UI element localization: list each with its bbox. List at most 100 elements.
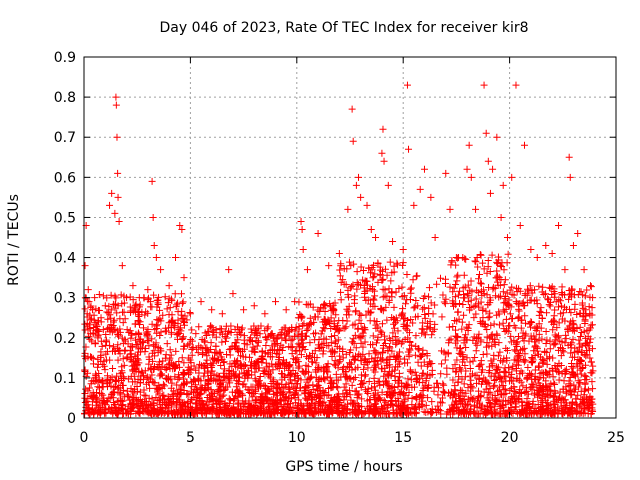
- data-point: [544, 295, 552, 303]
- data-point: [276, 397, 284, 405]
- data-point: [470, 314, 478, 322]
- data-point: [264, 386, 272, 394]
- data-point: [385, 391, 393, 399]
- data-point: [501, 385, 509, 393]
- data-point: [201, 338, 209, 346]
- data-point: [81, 326, 89, 334]
- data-point: [129, 343, 137, 351]
- data-point: [534, 350, 542, 358]
- data-point: [256, 399, 264, 407]
- data-point: [218, 310, 226, 318]
- data-point: [489, 165, 497, 173]
- data-point: [493, 133, 501, 141]
- data-point: [178, 299, 186, 307]
- data-point: [454, 308, 462, 316]
- data-point: [334, 359, 342, 367]
- data-point: [510, 356, 518, 364]
- data-point: [506, 286, 514, 294]
- data-point: [278, 361, 286, 369]
- data-point: [542, 382, 550, 390]
- data-point: [150, 399, 158, 407]
- data-point: [105, 302, 113, 310]
- data-point: [497, 213, 505, 221]
- data-point: [305, 368, 313, 376]
- data-point: [194, 388, 202, 396]
- data-point: [454, 271, 462, 279]
- data-point: [93, 389, 101, 397]
- data-point: [96, 403, 104, 411]
- data-point: [316, 395, 324, 403]
- data-point: [299, 246, 307, 254]
- data-point: [206, 407, 214, 415]
- data-point: [298, 313, 306, 321]
- data-point: [570, 388, 578, 396]
- data-point: [468, 288, 476, 296]
- data-point: [379, 348, 387, 356]
- data-point: [144, 286, 152, 294]
- data-point: [128, 331, 136, 339]
- data-point: [527, 246, 535, 254]
- data-point: [336, 326, 344, 334]
- data-point: [121, 405, 129, 413]
- data-point: [118, 363, 126, 371]
- data-point: [405, 388, 413, 396]
- data-point: [192, 366, 200, 374]
- data-point: [482, 407, 490, 415]
- data-point: [248, 338, 256, 346]
- data-point: [256, 372, 264, 380]
- data-point: [148, 303, 156, 311]
- data-point: [366, 317, 374, 325]
- data-point: [387, 397, 395, 405]
- data-point: [511, 403, 519, 411]
- data-point: [327, 397, 335, 405]
- data-point: [563, 388, 571, 396]
- data-point: [294, 332, 302, 340]
- data-point: [588, 369, 596, 377]
- data-point: [531, 352, 539, 360]
- data-point: [459, 291, 467, 299]
- data-point: [299, 343, 307, 351]
- data-point: [588, 395, 596, 403]
- data-point: [247, 409, 255, 417]
- data-point: [493, 366, 501, 374]
- data-point: [462, 255, 470, 263]
- data-point: [554, 368, 562, 376]
- data-point: [482, 129, 490, 137]
- data-point: [582, 361, 590, 369]
- data-point: [279, 343, 287, 351]
- data-point: [293, 346, 301, 354]
- data-point: [323, 373, 331, 381]
- data-point: [513, 374, 521, 382]
- data-point: [554, 303, 562, 311]
- data-point: [192, 381, 200, 389]
- data-point: [214, 350, 222, 358]
- data-point: [359, 410, 367, 418]
- data-point: [238, 364, 246, 372]
- data-point: [393, 317, 401, 325]
- data-point: [524, 372, 532, 380]
- data-point: [205, 348, 213, 356]
- data-point: [282, 337, 290, 345]
- data-point: [486, 367, 494, 375]
- data-point: [314, 229, 322, 237]
- data-point: [504, 322, 512, 330]
- data-point: [370, 366, 378, 374]
- data-point: [463, 165, 471, 173]
- data-point: [297, 351, 305, 359]
- data-point: [565, 153, 573, 161]
- data-point: [476, 271, 484, 279]
- data-point: [251, 375, 259, 383]
- data-point: [449, 365, 457, 373]
- data-point: [82, 343, 90, 351]
- data-point: [104, 315, 112, 323]
- data-point: [228, 408, 236, 416]
- data-point: [377, 304, 385, 312]
- data-point: [519, 382, 527, 390]
- data-point: [325, 262, 333, 270]
- data-point: [508, 283, 516, 291]
- data-point: [567, 290, 575, 298]
- data-point: [478, 291, 486, 299]
- data-point: [486, 399, 494, 407]
- data-point: [551, 318, 559, 326]
- y-tick-label: 0.8: [54, 90, 76, 106]
